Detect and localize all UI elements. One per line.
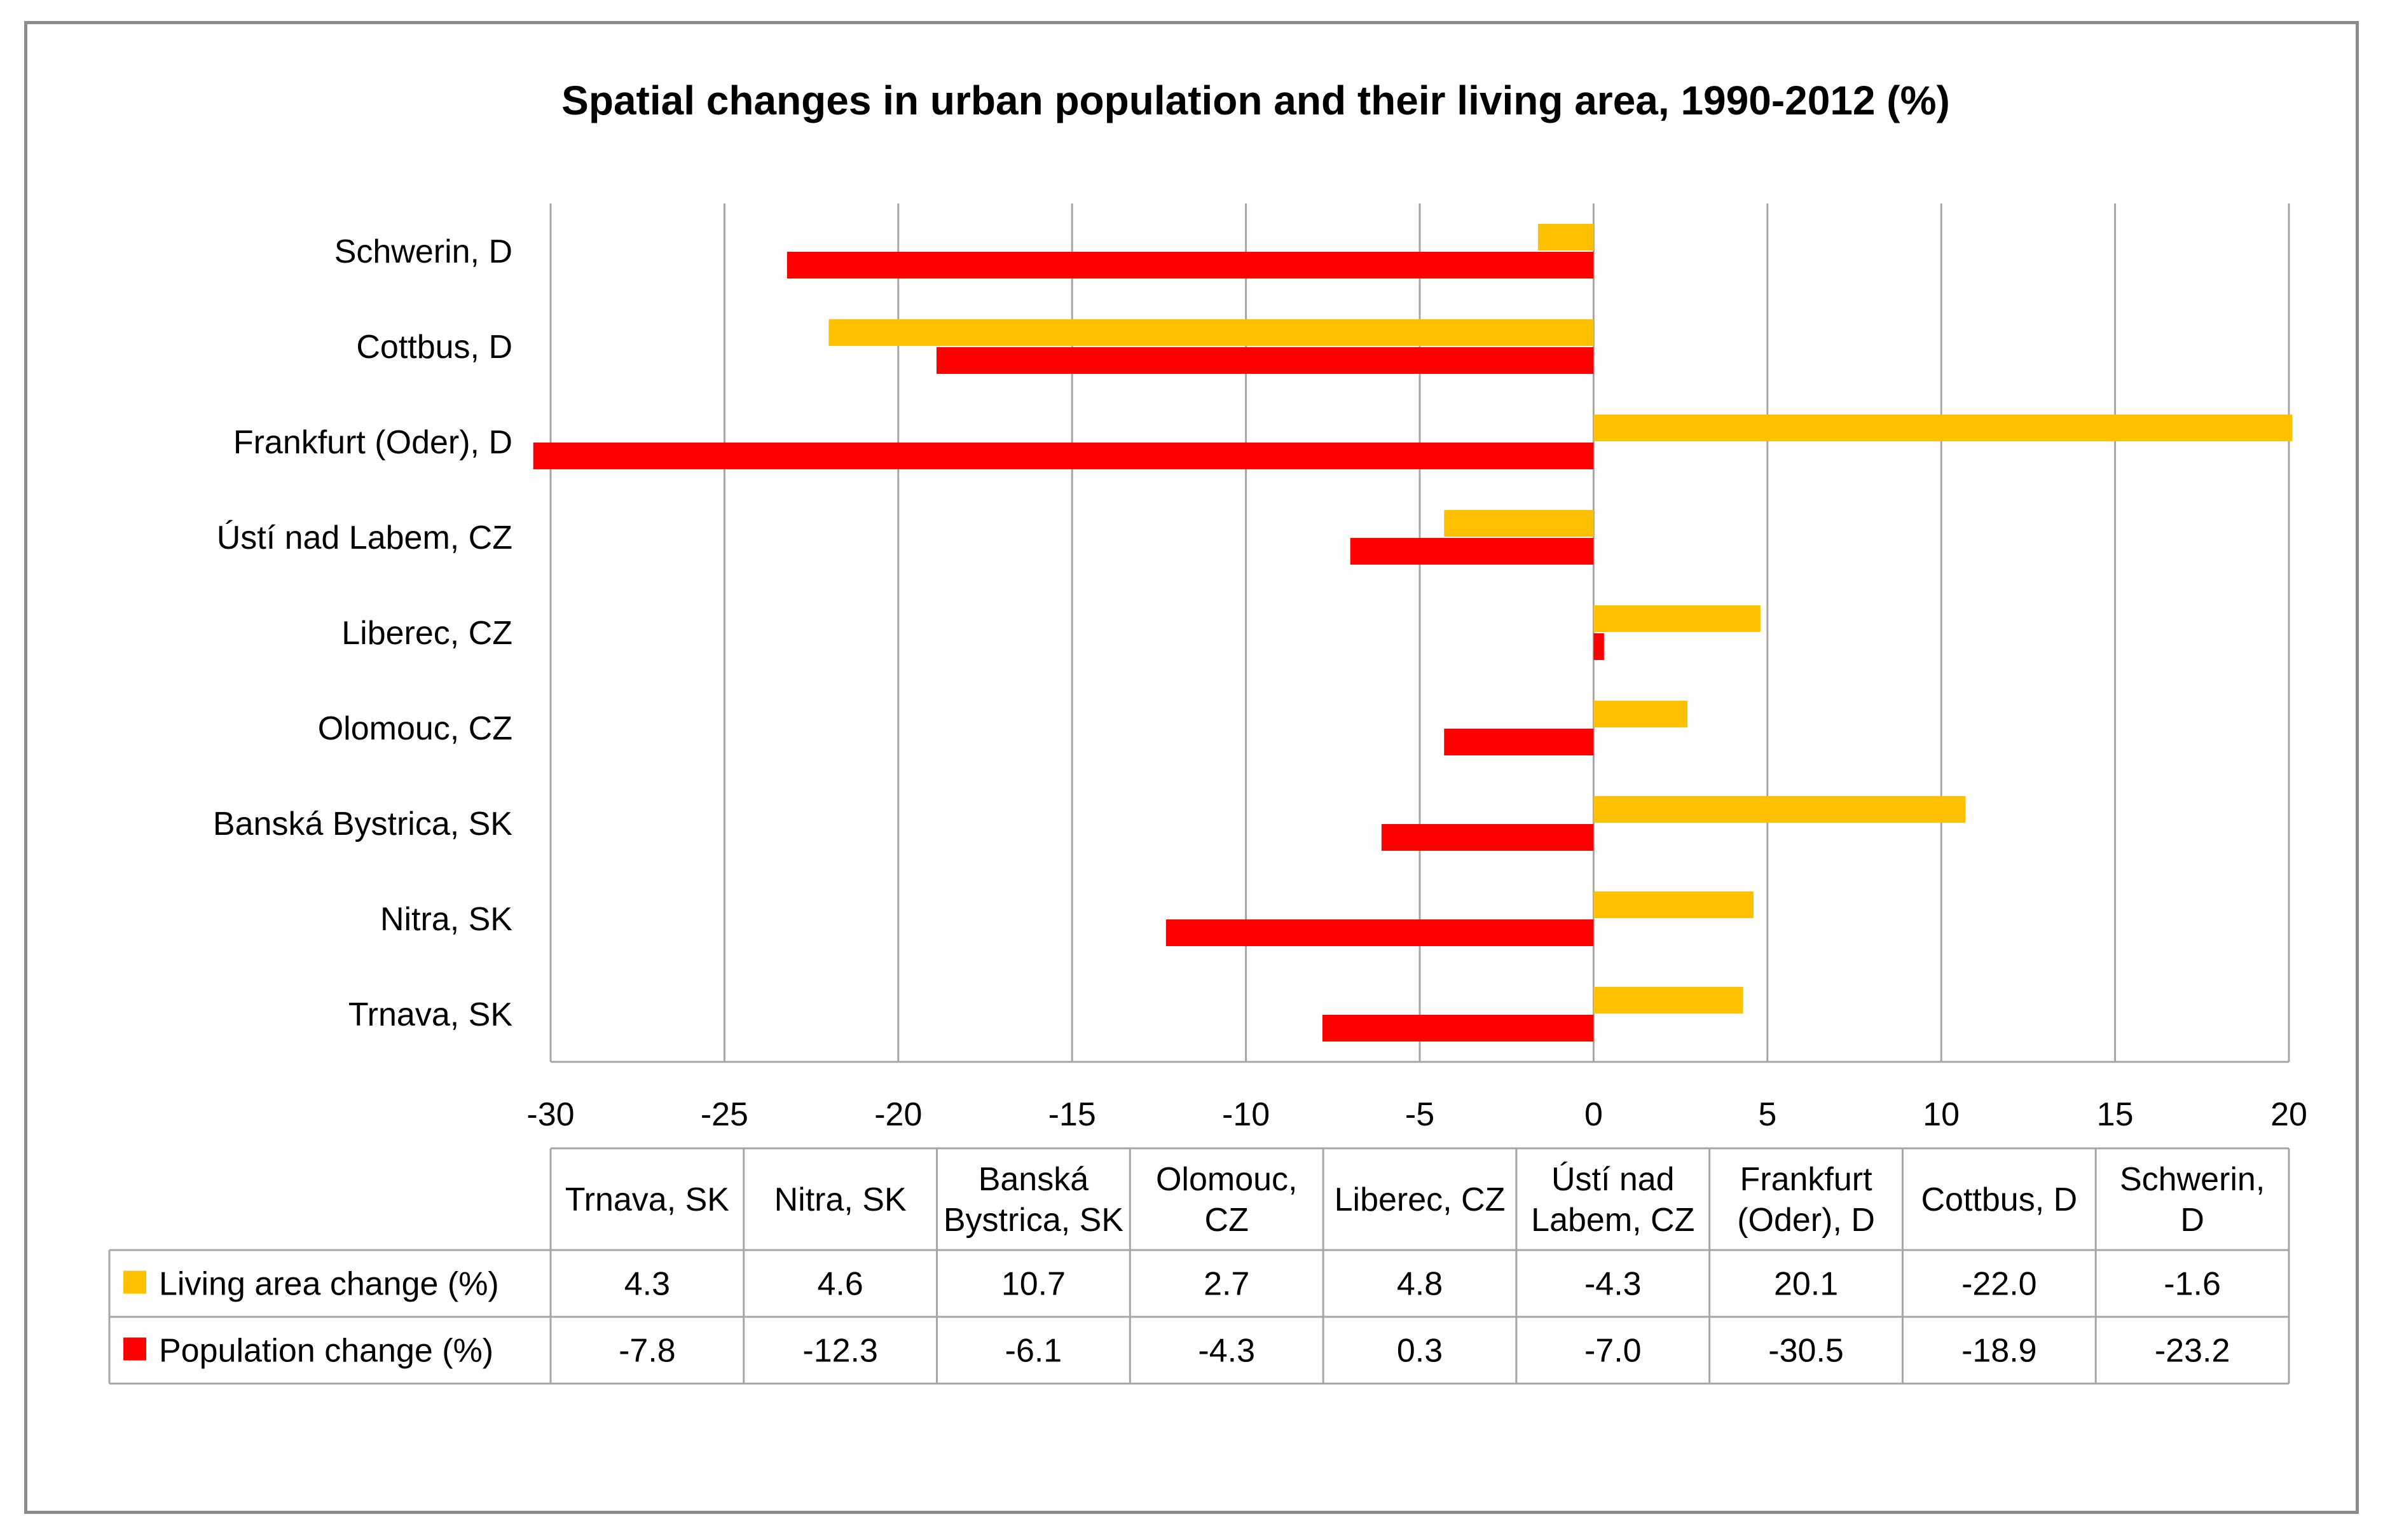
table-value: -18.9 bbox=[1961, 1333, 2037, 1370]
table-value: 10.7 bbox=[1001, 1266, 1066, 1303]
table-value: -30.5 bbox=[1768, 1333, 1844, 1370]
category-label: Olomouc, CZ bbox=[318, 710, 512, 747]
bar-living-area bbox=[1593, 891, 1754, 918]
bar-population bbox=[1322, 1015, 1594, 1042]
table-value: -4.3 bbox=[1584, 1266, 1642, 1303]
x-tick-label: -30 bbox=[526, 1096, 574, 1133]
table-header-label: Bystrica, SK bbox=[944, 1202, 1123, 1239]
bar-population bbox=[1165, 919, 1594, 946]
bar-population bbox=[1444, 729, 1594, 755]
bar-population bbox=[936, 347, 1594, 374]
table-value: 4.6 bbox=[818, 1266, 863, 1303]
table-header-label: Olomouc, bbox=[1156, 1161, 1298, 1198]
bar-living-area bbox=[1593, 701, 1688, 727]
x-tick-label: -20 bbox=[874, 1096, 922, 1133]
bar-population bbox=[786, 252, 1594, 278]
category-label: Liberec, CZ bbox=[341, 615, 512, 652]
table-header-label: Cottbus, D bbox=[1921, 1181, 2078, 1218]
table-value: 4.8 bbox=[1397, 1266, 1443, 1303]
x-tick-label: -15 bbox=[1048, 1096, 1096, 1133]
legend-label: Living area change (%) bbox=[159, 1266, 499, 1303]
bar-living-area bbox=[828, 319, 1594, 346]
axes: -30 -25 -20 -15 -10 -5 0 5 10 15 20 Schwerin, D Cott… bbox=[213, 233, 2307, 1133]
table-value: -7.0 bbox=[1584, 1333, 1642, 1370]
category-label: Nitra, SK bbox=[380, 901, 512, 938]
table-header-label: Liberec, CZ bbox=[1335, 1181, 1506, 1218]
table-value: -12.3 bbox=[802, 1333, 878, 1370]
category-label: Ústí nad Labem, CZ bbox=[217, 519, 512, 556]
table-value: -6.1 bbox=[1005, 1333, 1062, 1370]
table-value: 4.3 bbox=[624, 1266, 670, 1303]
bar-living-area bbox=[1537, 224, 1594, 251]
category-label: Schwerin, D bbox=[334, 233, 512, 270]
legend-label: Population change (%) bbox=[159, 1333, 493, 1370]
chart-title: Spatial changes in urban population and … bbox=[561, 78, 1950, 123]
bar-population bbox=[1593, 633, 1604, 660]
x-tick-label: 5 bbox=[1758, 1096, 1776, 1133]
bars bbox=[533, 224, 2293, 1042]
table-header-label: Labem, CZ bbox=[1531, 1202, 1694, 1239]
table-value: 2.7 bbox=[1204, 1266, 1249, 1303]
x-tick-label: -25 bbox=[701, 1096, 748, 1133]
x-tick-label: 20 bbox=[2270, 1096, 2307, 1133]
bar-living-area bbox=[1593, 796, 1966, 823]
bar-population bbox=[1381, 824, 1594, 851]
data-table: Trnava, SK Nitra, SK Banská Bystrica, SK Olo… bbox=[108, 1147, 2290, 1385]
table-header-label: D bbox=[2180, 1202, 2204, 1239]
table-value: -23.2 bbox=[2155, 1333, 2230, 1370]
table-value: -7.8 bbox=[619, 1333, 676, 1370]
category-label: Cottbus, D bbox=[356, 329, 512, 366]
category-label: Banská Bystrica, SK bbox=[213, 806, 512, 842]
table-header-label: Ústí nad bbox=[1551, 1161, 1675, 1198]
table-value: -1.6 bbox=[2164, 1266, 2221, 1303]
x-tick-label: -10 bbox=[1222, 1096, 1270, 1133]
x-tick-label: 10 bbox=[1923, 1096, 1960, 1133]
table-value: 0.3 bbox=[1397, 1333, 1443, 1370]
legend-swatch bbox=[123, 1270, 146, 1294]
bar-living-area bbox=[1593, 415, 2293, 441]
table-value: -22.0 bbox=[1961, 1266, 2037, 1303]
gridlines bbox=[549, 203, 2290, 1063]
x-tick-label: 15 bbox=[2097, 1096, 2134, 1133]
table-header-label: (Oder), D bbox=[1737, 1202, 1875, 1239]
bar-population bbox=[533, 443, 1594, 469]
bar-living-area bbox=[1593, 605, 1761, 632]
table-header-label: Nitra, SK bbox=[774, 1181, 907, 1218]
bar-living-area bbox=[1593, 987, 1743, 1014]
table-header-label: Trnava, SK bbox=[565, 1181, 729, 1218]
table-value: 20.1 bbox=[1774, 1266, 1838, 1303]
table-header-label: CZ bbox=[1205, 1202, 1249, 1239]
x-tick-label: -5 bbox=[1405, 1096, 1434, 1133]
category-label: Trnava, SK bbox=[348, 996, 512, 1033]
x-tick-label: 0 bbox=[1584, 1096, 1603, 1133]
bar-population bbox=[1350, 538, 1594, 565]
table-header-label: Banská bbox=[979, 1161, 1089, 1198]
legend-swatch bbox=[123, 1337, 146, 1361]
table-value: -4.3 bbox=[1198, 1333, 1255, 1370]
table-header-label: Schwerin, bbox=[2120, 1161, 2265, 1198]
bar-living-area bbox=[1444, 510, 1594, 537]
category-label: Frankfurt (Oder), D bbox=[233, 424, 512, 461]
table-header-label: Frankfurt bbox=[1740, 1161, 1873, 1198]
